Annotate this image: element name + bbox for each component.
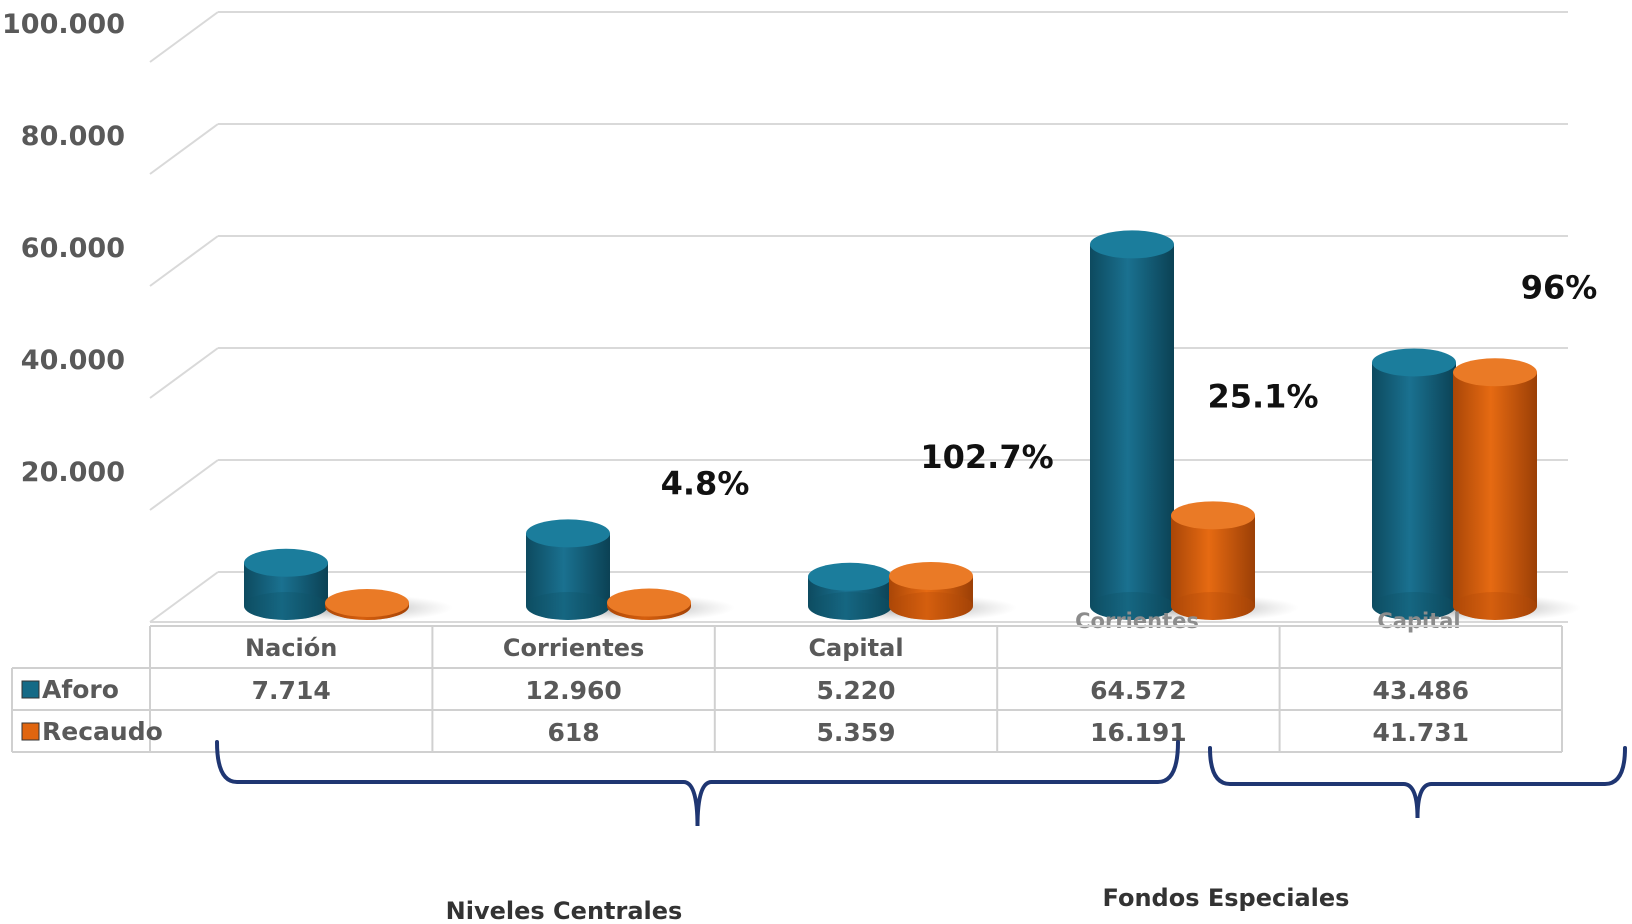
bar-base (1090, 592, 1174, 620)
legend-swatch (21, 680, 40, 699)
legend-swatch (21, 722, 40, 741)
bar-base (1453, 592, 1537, 620)
bar-base (889, 592, 973, 620)
y-tick-label: 60.000 (21, 233, 125, 264)
data-label: 41.731 (1373, 718, 1469, 747)
data-table: Nación Corrientes Capital Aforo 7.714 12.960 5… (11, 625, 1563, 753)
gridline-edge (149, 347, 219, 399)
bar-top (325, 589, 409, 617)
bar-recaudo (889, 561, 973, 620)
data-label: 64.572 (1090, 676, 1186, 705)
bar-top (526, 519, 610, 548)
data-label: 5.359 (816, 718, 895, 747)
bar-top (889, 561, 973, 590)
group-brace (215, 740, 1180, 827)
bar-recaudo (1453, 358, 1537, 620)
bar-aforo (1090, 230, 1174, 621)
group-label: Niveles Centrales (446, 897, 683, 924)
category-label: Nación (245, 634, 337, 662)
percent-labels: 4.8% 102.7% 25.1% 96% (661, 268, 1598, 502)
gridline-edge (149, 571, 219, 623)
bar-base (1171, 592, 1255, 620)
data-label: 618 (548, 718, 600, 747)
data-label: 43.486 (1373, 676, 1469, 705)
bar-base (526, 592, 610, 620)
bar-body (526, 533, 610, 620)
bar-body (1090, 244, 1174, 621)
legend-label: Aforo (42, 675, 119, 704)
bar-aforo (244, 548, 328, 620)
y-axis-ticks: 20.000 40.000 60.000 80.000 100.000 (2, 9, 125, 488)
y-tick-label: 100.000 (2, 9, 125, 40)
gridline-edge (149, 11, 219, 63)
gridline-edge (149, 459, 219, 511)
inplot-category-label: Corrientes (1075, 609, 1199, 633)
bar-aforo (808, 562, 892, 620)
bar-recaudo (1171, 501, 1255, 620)
bar-aforo (1372, 348, 1456, 620)
percent-label: 4.8% (661, 465, 750, 503)
bar-top (1090, 230, 1174, 259)
bar-top (607, 588, 691, 617)
percent-label: 102.7% (920, 438, 1053, 476)
bar-base (1372, 592, 1456, 620)
category-label: Capital (808, 634, 903, 662)
percent-label: 96% (1521, 268, 1598, 306)
data-label: 12.960 (525, 676, 621, 705)
y-tick-label: 80.000 (21, 121, 125, 152)
bar-recaudo (325, 589, 409, 620)
legend-label: Recaudo (42, 717, 163, 746)
gridline-edge (149, 123, 219, 175)
bar-base (244, 592, 328, 620)
inplot-category-label: Capital (1377, 609, 1460, 633)
data-label: 7.714 (252, 676, 331, 705)
bar-top (244, 548, 328, 577)
bar-body (1372, 362, 1456, 620)
group-brace (1208, 746, 1627, 819)
y-tick-label: 40.000 (21, 345, 125, 376)
data-label: 16.191 (1090, 718, 1186, 747)
bar-aforo (526, 519, 610, 620)
category-label: Corrientes (503, 634, 644, 662)
bar-body (1453, 372, 1537, 620)
bar-top (1453, 358, 1537, 387)
group-label: Fondos Especiales (1103, 884, 1350, 912)
percent-label: 25.1% (1207, 377, 1318, 415)
data-label: 5.220 (816, 676, 895, 705)
bar-body (1171, 515, 1255, 620)
bar-top (1171, 501, 1255, 530)
bar-top (1372, 348, 1456, 377)
y-tick-label: 20.000 (21, 457, 125, 488)
bar-top (808, 562, 892, 591)
bar-recaudo (607, 588, 691, 620)
bars: Corrientes Capital (244, 230, 1537, 633)
group-braces: Niveles Centrales Fondos Especiales (215, 740, 1627, 924)
bar-body (244, 562, 328, 620)
gridline-edge (149, 235, 219, 287)
gridlines (149, 11, 1568, 623)
bar-base (808, 592, 892, 620)
